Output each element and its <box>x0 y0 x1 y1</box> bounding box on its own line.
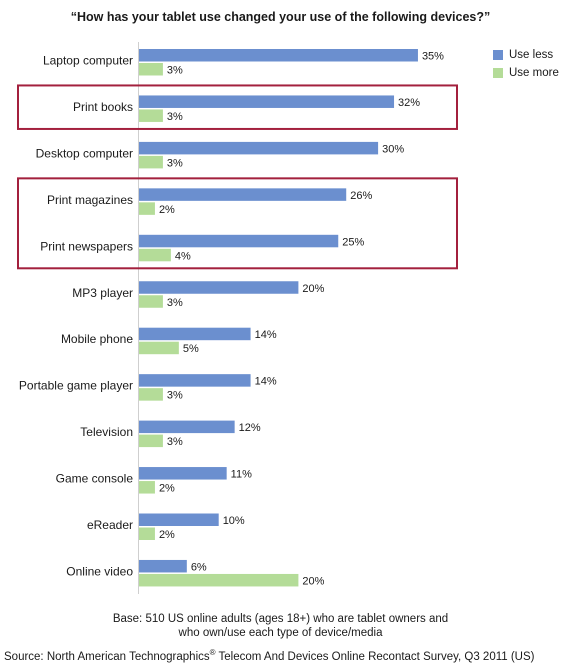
category-label-game-console: Game console <box>56 472 134 486</box>
bar-use-less-mobile-phone <box>139 327 251 341</box>
value-label-use-more-print-magazines: 2% <box>159 204 175 216</box>
value-label-use-less-ereader: 10% <box>223 515 245 527</box>
value-label-use-less-print-magazines: 26% <box>350 190 372 202</box>
bar-use-more-mp3-player <box>139 295 163 308</box>
highlight-box-print-books <box>17 84 458 130</box>
bar-use-less-online-video <box>139 559 187 573</box>
registered-mark: ® <box>209 648 216 657</box>
base-note-line-2: who own/use each type of device/media <box>178 627 383 639</box>
category-label-print-newspapers: Print newspapers <box>40 239 133 253</box>
category-label-television: Television <box>80 425 133 439</box>
source-note: Source: North American Technographics® T… <box>4 648 535 663</box>
legend-item-use-less: Use less <box>493 46 559 64</box>
bar-use-less-print-books <box>139 95 395 108</box>
bar-use-more-print-newspapers <box>139 248 171 262</box>
legend-item-use-more: Use more <box>493 64 559 82</box>
bar-use-more-game-console <box>139 481 155 494</box>
value-label-use-less-desktop-computer: 30% <box>382 143 404 155</box>
value-label-use-more-portable-game-player: 3% <box>167 390 183 402</box>
value-label-use-less-portable-game-player: 14% <box>255 376 277 388</box>
bar-use-less-mp3-player <box>139 281 299 294</box>
legend-label-use-less: Use less <box>509 49 554 61</box>
bar-use-less-portable-game-player <box>139 374 251 387</box>
bar-use-less-print-magazines <box>139 188 347 201</box>
bar-use-less-desktop-computer <box>139 141 379 155</box>
category-label-laptop-computer: Laptop computer <box>43 54 133 68</box>
bar-use-more-desktop-computer <box>139 155 163 169</box>
bar-use-less-laptop-computer <box>139 49 418 62</box>
value-label-use-less-mobile-phone: 14% <box>255 329 277 341</box>
value-label-use-less-television: 12% <box>239 422 261 434</box>
bar-use-more-print-magazines <box>139 202 155 215</box>
highlight-box-print-magazines-print-newspapers <box>17 177 458 270</box>
bar-use-less-print-newspapers <box>139 234 339 248</box>
value-label-use-more-game-console: 2% <box>159 483 175 495</box>
category-label-online-video: Online video <box>66 564 133 578</box>
category-label-print-magazines: Print magazines <box>47 193 133 207</box>
legend-swatch-use-less <box>493 50 503 60</box>
legend-label-use-more: Use more <box>509 67 559 79</box>
category-label-desktop-computer: Desktop computer <box>36 146 133 160</box>
value-label-use-more-laptop-computer: 3% <box>167 65 183 77</box>
bar-use-more-television <box>139 434 163 448</box>
legend-swatch-use-more <box>493 68 503 78</box>
bar-use-more-laptop-computer <box>139 63 163 76</box>
value-label-use-more-desktop-computer: 3% <box>167 157 183 169</box>
category-label-portable-game-player: Portable game player <box>19 379 133 393</box>
bar-use-more-print-books <box>139 109 163 122</box>
value-label-use-less-print-newspapers: 25% <box>342 236 364 248</box>
source-suffix: Telecom And Devices Online Recontact Sur… <box>215 650 535 663</box>
legend: Use less Use more <box>493 46 559 82</box>
value-label-use-more-online-video: 20% <box>302 575 324 587</box>
category-label-print-books: Print books <box>73 100 133 114</box>
bar-use-less-game-console <box>139 467 227 480</box>
value-label-use-less-online-video: 6% <box>191 561 207 573</box>
value-label-use-more-mp3-player: 3% <box>167 297 183 309</box>
value-label-use-less-print-books: 32% <box>398 97 420 109</box>
source-prefix: Source: North American Technographics <box>4 650 210 663</box>
category-label-ereader: eReader <box>87 518 133 532</box>
value-label-use-more-ereader: 2% <box>159 529 175 541</box>
bar-use-more-mobile-phone <box>139 341 179 355</box>
value-label-use-less-game-console: 11% <box>231 469 252 481</box>
value-label-use-more-print-books: 3% <box>167 111 183 123</box>
bar-use-more-portable-game-player <box>139 388 163 401</box>
value-label-use-more-print-newspapers: 4% <box>175 250 191 262</box>
base-note-line-1: Base: 510 US online adults (ages 18+) wh… <box>112 613 449 625</box>
value-label-use-less-laptop-computer: 35% <box>422 51 444 63</box>
bar-use-less-television <box>139 420 235 434</box>
bar-use-more-ereader <box>139 527 155 540</box>
bar-use-more-online-video <box>139 573 299 587</box>
category-label-mobile-phone: Mobile phone <box>61 332 133 346</box>
value-label-use-more-television: 3% <box>167 436 183 448</box>
base-note: Base: 510 US online adults (ages 18+) wh… <box>0 612 561 640</box>
chart-title: “How has your tablet use changed your us… <box>70 10 491 24</box>
category-label-mp3-player: MP3 player <box>72 286 133 300</box>
value-label-use-more-mobile-phone: 5% <box>183 343 199 355</box>
value-label-use-less-mp3-player: 20% <box>302 283 324 295</box>
bar-use-less-ereader <box>139 513 219 526</box>
